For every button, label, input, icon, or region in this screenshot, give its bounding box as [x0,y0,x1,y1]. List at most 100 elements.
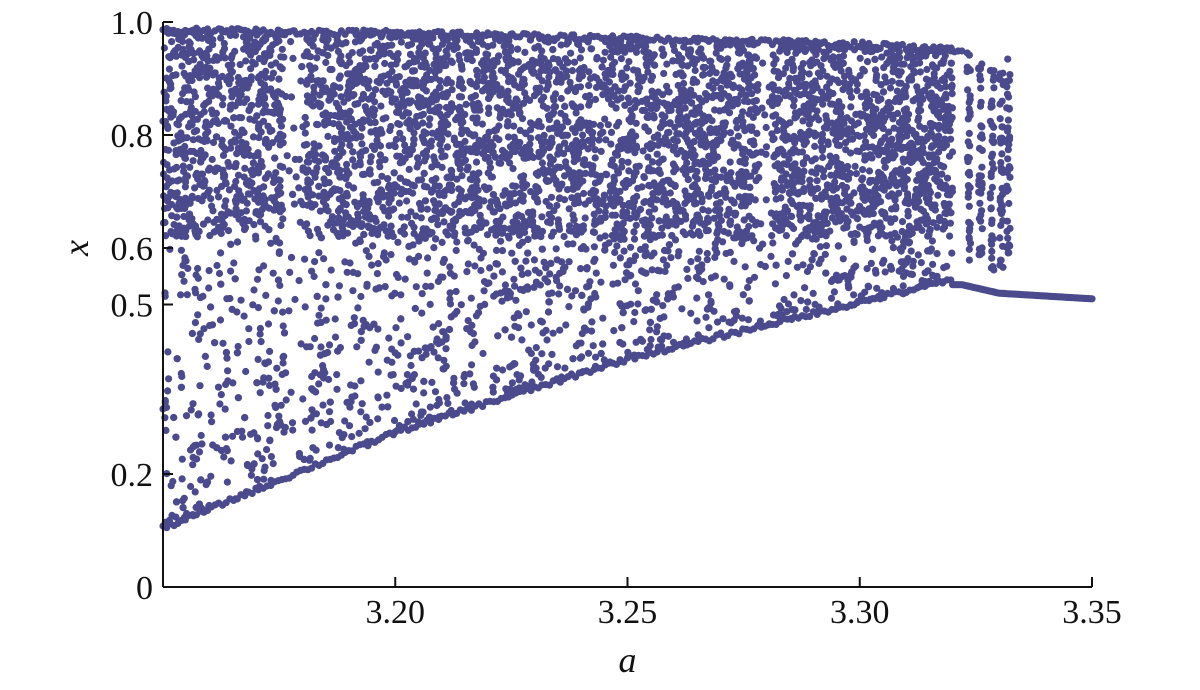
data-point [444,231,452,239]
data-point [256,218,265,226]
data-point [269,460,277,468]
data-point [295,277,303,285]
data-point [771,280,780,288]
data-point [942,126,950,135]
data-point [224,61,232,69]
data-point [625,58,633,66]
data-point [290,124,298,132]
data-point [690,138,698,146]
data-point [264,422,272,430]
data-point [182,412,191,420]
data-point [818,135,827,143]
data-point [495,136,503,144]
data-point [385,334,393,342]
data-point [203,122,211,130]
data-point [741,263,749,271]
data-point [568,194,576,202]
data-point [715,212,723,220]
data-point [202,73,211,81]
data-point [405,165,413,173]
data-point [617,55,626,63]
data-point [925,161,933,169]
data-point [726,129,735,137]
data-point [693,294,701,302]
data-point [417,205,425,213]
data-point [178,475,186,483]
data-point [167,482,175,490]
data-point [376,151,384,159]
data-point [607,53,615,61]
data-point [381,156,389,164]
data-point [231,47,239,56]
data-point [345,422,354,430]
data-point [610,327,618,335]
data-point [948,84,956,92]
data-point [271,401,279,409]
data-point [591,146,599,154]
data-point [195,448,204,456]
data-point [354,210,362,218]
data-point [607,140,615,148]
data-point [408,219,416,227]
data-point [362,413,370,421]
data-point [745,212,753,220]
data-point [290,200,298,208]
data-point [186,109,194,117]
data-point [761,111,769,119]
data-point [164,204,172,212]
data-point [923,65,931,74]
data-point [707,299,715,307]
data-point [549,228,558,236]
data-point [611,58,619,66]
data-point [322,295,330,303]
data-point [208,202,216,210]
data-point [687,258,695,266]
data-point [291,295,299,304]
data-point [895,126,903,134]
data-point [584,349,593,357]
data-point [452,246,460,255]
data-point [471,262,479,270]
data-point [225,80,233,88]
data-point [383,391,391,399]
data-point [942,94,950,102]
data-point [428,378,436,386]
data-point [412,212,420,220]
data-point [803,267,812,276]
data-point [370,145,379,153]
data-point [451,201,459,209]
data-point [538,213,546,221]
data-point [189,461,197,469]
data-point [797,64,805,72]
data-point [400,223,408,231]
data-point [183,291,191,299]
data-point [197,111,205,119]
data-point [571,200,579,208]
data-point [914,251,922,259]
data-point [483,280,491,288]
data-point [343,172,351,180]
data-point [256,389,264,397]
data-point [543,104,551,112]
data-point [553,256,561,264]
data-point [164,387,172,395]
data-point [399,97,407,105]
data-point [501,188,509,196]
data-point [629,177,637,185]
data-point [310,89,318,97]
data-point [878,53,886,61]
data-point [727,169,735,177]
data-point [227,457,235,465]
data-point [160,44,168,52]
data-point [633,43,642,51]
data-point [412,400,420,408]
data-point [735,193,743,201]
data-point [464,317,472,325]
data-point [366,46,374,54]
data-point [173,177,181,185]
data-point [356,236,364,244]
data-point [388,206,396,214]
data-point [552,164,560,172]
data-point [588,327,596,335]
data-point [260,262,268,270]
